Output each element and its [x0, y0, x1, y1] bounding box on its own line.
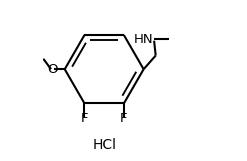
- Text: O: O: [47, 63, 58, 76]
- Text: F: F: [81, 112, 88, 125]
- Text: HN: HN: [134, 33, 153, 46]
- Text: F: F: [120, 112, 128, 125]
- Text: HCl: HCl: [92, 138, 116, 152]
